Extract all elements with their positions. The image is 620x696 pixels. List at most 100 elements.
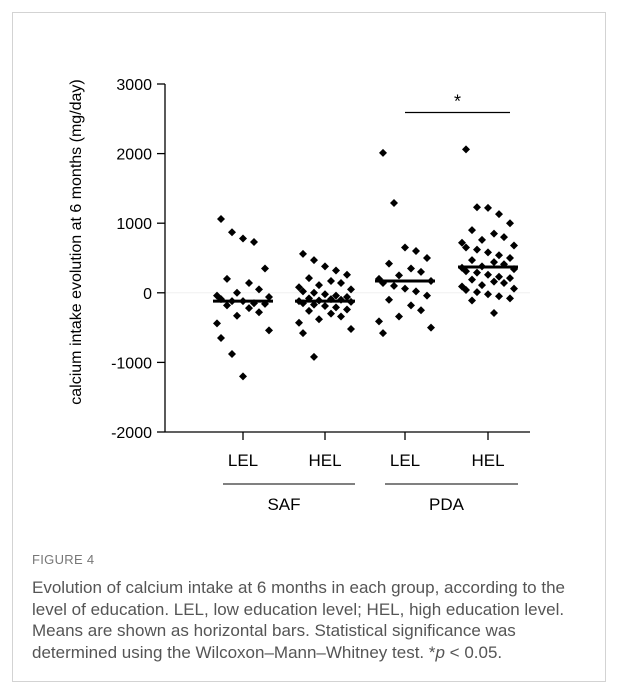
- caption-p: p: [435, 642, 445, 662]
- data-point: [315, 315, 323, 324]
- data-point: [490, 277, 498, 286]
- data-point: [390, 281, 398, 290]
- data-point: [390, 199, 398, 208]
- data-point: [490, 229, 498, 238]
- data-point: [401, 284, 409, 293]
- data-point: [223, 274, 231, 283]
- y-tick-label: -1000: [111, 355, 152, 372]
- data-point: [228, 228, 236, 237]
- data-point: [473, 203, 481, 212]
- y-tick-label: 0: [143, 286, 152, 303]
- data-point: [478, 235, 486, 244]
- data-point: [407, 301, 415, 310]
- data-point: [462, 243, 470, 252]
- data-point: [332, 266, 340, 275]
- data-point: [265, 326, 273, 335]
- y-axis-title: calcium intake evolution at 6 months (mg…: [68, 79, 85, 404]
- data-point: [343, 305, 351, 314]
- data-point: [506, 294, 514, 303]
- data-point: [427, 323, 435, 332]
- data-point: [239, 372, 247, 381]
- y-tick-label: 3000: [116, 77, 152, 94]
- data-point: [305, 306, 313, 315]
- caption-text: Evolution of calcium intake at 6 months …: [32, 578, 565, 662]
- data-point: [423, 291, 431, 300]
- data-point: [495, 272, 503, 281]
- data-point: [484, 248, 492, 257]
- data-point: [490, 258, 498, 267]
- data-point: [239, 234, 247, 243]
- data-point: [347, 285, 355, 294]
- caption-text-end: < 0.05.: [444, 642, 503, 662]
- data-point: [265, 292, 273, 301]
- data-point: [299, 287, 307, 296]
- data-point: [321, 290, 329, 299]
- data-point: [462, 145, 470, 154]
- data-point: [490, 308, 498, 317]
- data-point: [217, 215, 225, 224]
- data-point: [261, 264, 269, 273]
- data-point: [305, 274, 313, 283]
- data-point: [395, 271, 403, 280]
- data-point: [310, 352, 318, 361]
- data-point: [332, 291, 340, 300]
- data-point: [473, 288, 481, 297]
- data-point: [217, 334, 225, 343]
- data-point: [468, 256, 476, 265]
- data-point: [500, 279, 508, 288]
- data-point: [245, 279, 253, 288]
- data-point: [506, 274, 514, 283]
- data-point: [407, 264, 415, 273]
- data-point: [310, 288, 318, 297]
- data-point: [337, 312, 345, 321]
- data-point: [395, 312, 403, 321]
- data-point: [233, 288, 241, 297]
- y-tick-label: -2000: [111, 425, 152, 442]
- data-point: [250, 237, 258, 246]
- data-point: [484, 203, 492, 212]
- significance-star: *: [454, 92, 461, 112]
- data-point: [484, 290, 492, 299]
- data-point: [245, 304, 253, 313]
- figure-card: [12, 12, 606, 682]
- data-point: [255, 285, 263, 294]
- data-point: [213, 319, 221, 328]
- data-point: [468, 296, 476, 305]
- data-point: [468, 226, 476, 235]
- data-point: [375, 317, 383, 326]
- scatter-plot: calcium intake evolution at 6 months (mg…: [68, 77, 530, 514]
- figure-caption: Evolution of calcium intake at 6 months …: [32, 577, 588, 663]
- data-point: [412, 287, 420, 296]
- data-point: [412, 247, 420, 256]
- data-point: [385, 295, 393, 304]
- data-point: [495, 210, 503, 219]
- data-point: [337, 279, 345, 288]
- data-point: [343, 292, 351, 301]
- data-point: [295, 283, 303, 292]
- data-point: [510, 284, 518, 293]
- data-point: [347, 324, 355, 333]
- data-point: [473, 268, 481, 277]
- data-point: [223, 301, 231, 310]
- data-point: [321, 262, 329, 271]
- data-point: [417, 267, 425, 276]
- data-point: [379, 148, 387, 157]
- data-point: [506, 254, 514, 262]
- group-label: PDA: [429, 495, 465, 514]
- data-point: [468, 275, 476, 284]
- data-point: [473, 245, 481, 254]
- data-point: [401, 243, 409, 252]
- data-point: [500, 233, 508, 242]
- data-point: [299, 249, 307, 258]
- x-tick-label: HEL: [308, 451, 341, 470]
- data-point: [299, 329, 307, 338]
- data-point: [327, 309, 335, 318]
- data-point: [295, 318, 303, 327]
- data-point: [385, 259, 393, 268]
- data-point: [228, 350, 236, 359]
- data-point: [458, 238, 466, 247]
- x-tick-label: LEL: [228, 451, 258, 470]
- y-tick-label: 2000: [116, 147, 152, 164]
- data-point: [484, 270, 492, 279]
- data-point: [510, 241, 518, 250]
